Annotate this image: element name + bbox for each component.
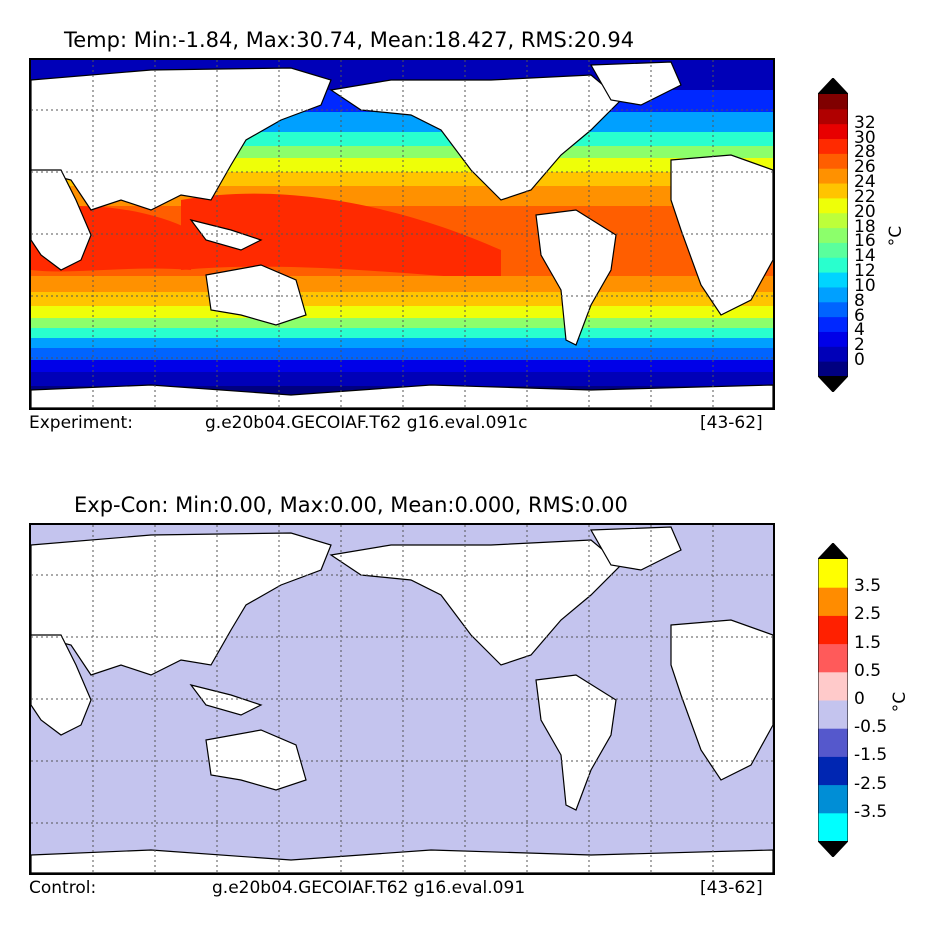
colorbar-swatch [818, 301, 848, 318]
colorbar-swatch [818, 94, 848, 110]
colorbar-swatch [818, 728, 848, 757]
colorbar-swatch [818, 197, 848, 214]
colorbar-swatch [818, 153, 848, 169]
temp-caption-label: Experiment: [29, 413, 133, 433]
colorbar-swatch [818, 168, 848, 184]
colorbar-swatch [818, 587, 848, 616]
colorbar-swatch [818, 671, 848, 701]
diff-map-canvas [31, 525, 773, 873]
diff-caption-case: g.e20b04.GECOIAF.T62 g16.eval.091 [212, 878, 526, 898]
colorbar-swatch [818, 615, 848, 645]
diff-colorbar-unit: °C [890, 691, 911, 713]
colorbar-tick-label: 22 [854, 186, 876, 207]
colorbar-swatch [818, 286, 848, 303]
colorbar-under-arrow [818, 376, 848, 392]
diff-map-title: Exp-Con: Min:0.00, Max:0.00, Mean:0.000,… [74, 493, 628, 517]
colorbar-tick-label: 32 [854, 112, 876, 133]
colorbar-tick-label: 4 [854, 320, 865, 341]
diff-map [29, 523, 775, 875]
temp-map [29, 58, 775, 410]
colorbar-tick-label: 18 [854, 216, 876, 237]
colorbar-tick-label: 3.5 [854, 576, 882, 597]
colorbar-tick-label: -2.5 [854, 773, 888, 794]
diff-colorbar [818, 543, 848, 857]
colorbar-swatch [818, 138, 848, 154]
colorbar-swatch [818, 123, 848, 140]
colorbar-under-arrow [818, 841, 848, 857]
colorbar-tick-label: 0.5 [854, 660, 882, 681]
colorbar-tick-label: 8 [854, 290, 865, 311]
colorbar-swatch [818, 272, 848, 288]
temp-map-canvas [31, 60, 773, 408]
temp-colorbar [818, 78, 848, 392]
colorbar-tick-label: 0 [854, 350, 865, 371]
colorbar-swatch [818, 108, 848, 125]
colorbar-tick-label: 2 [854, 335, 865, 356]
temp-map-title: Temp: Min:-1.84, Max:30.74, Mean:18.427,… [64, 28, 635, 52]
colorbar-tick-label: 10 [854, 275, 876, 296]
colorbar-tick-label: -1.5 [854, 745, 888, 766]
colorbar-tick-label: 6 [854, 305, 865, 326]
colorbar-tick-label: 16 [854, 231, 876, 252]
colorbar-swatch [818, 257, 848, 273]
colorbar-swatch [818, 700, 848, 729]
colorbar-swatch [818, 559, 848, 588]
colorbar-tick-label: 14 [854, 246, 876, 267]
colorbar-tick-label: 20 [854, 201, 876, 222]
colorbar-swatch [818, 643, 848, 673]
colorbar-swatch [818, 784, 848, 814]
colorbar-tick-label: 2.5 [854, 604, 882, 625]
colorbar-tick-label: 0 [854, 689, 865, 709]
colorbar-tick-label: 28 [854, 142, 876, 163]
colorbar-tick-label: 24 [854, 172, 876, 193]
temp-caption-years: [43-62] [700, 413, 763, 433]
colorbar-swatch [818, 183, 848, 199]
colorbar-swatch [818, 316, 848, 332]
diff-caption-label: Control: [29, 878, 97, 898]
colorbar-tick-label: 26 [854, 157, 876, 178]
colorbar-tick-label: 30 [854, 127, 876, 148]
colorbar-over-arrow [818, 543, 848, 559]
colorbar-tick-label: -0.5 [854, 717, 888, 738]
colorbar-tick-label: 12 [854, 261, 876, 282]
colorbar-swatch [818, 756, 848, 786]
colorbar-swatch [818, 227, 848, 243]
colorbar-tick-label: -3.5 [854, 801, 888, 822]
colorbar-swatch [818, 812, 848, 842]
colorbar-swatch [818, 242, 848, 258]
diff-caption-years: [43-62] [700, 878, 763, 898]
colorbar-swatch [818, 331, 848, 347]
colorbar-tick-label: 1.5 [854, 632, 882, 653]
temp-colorbar-unit: °C [886, 225, 907, 247]
colorbar-swatch [818, 212, 848, 229]
colorbar-swatch [818, 361, 848, 377]
colorbar-swatch [818, 346, 848, 362]
colorbar-over-arrow [818, 78, 848, 94]
temp-caption-case: g.e20b04.GECOIAF.T62 g16.eval.091c [205, 413, 528, 433]
